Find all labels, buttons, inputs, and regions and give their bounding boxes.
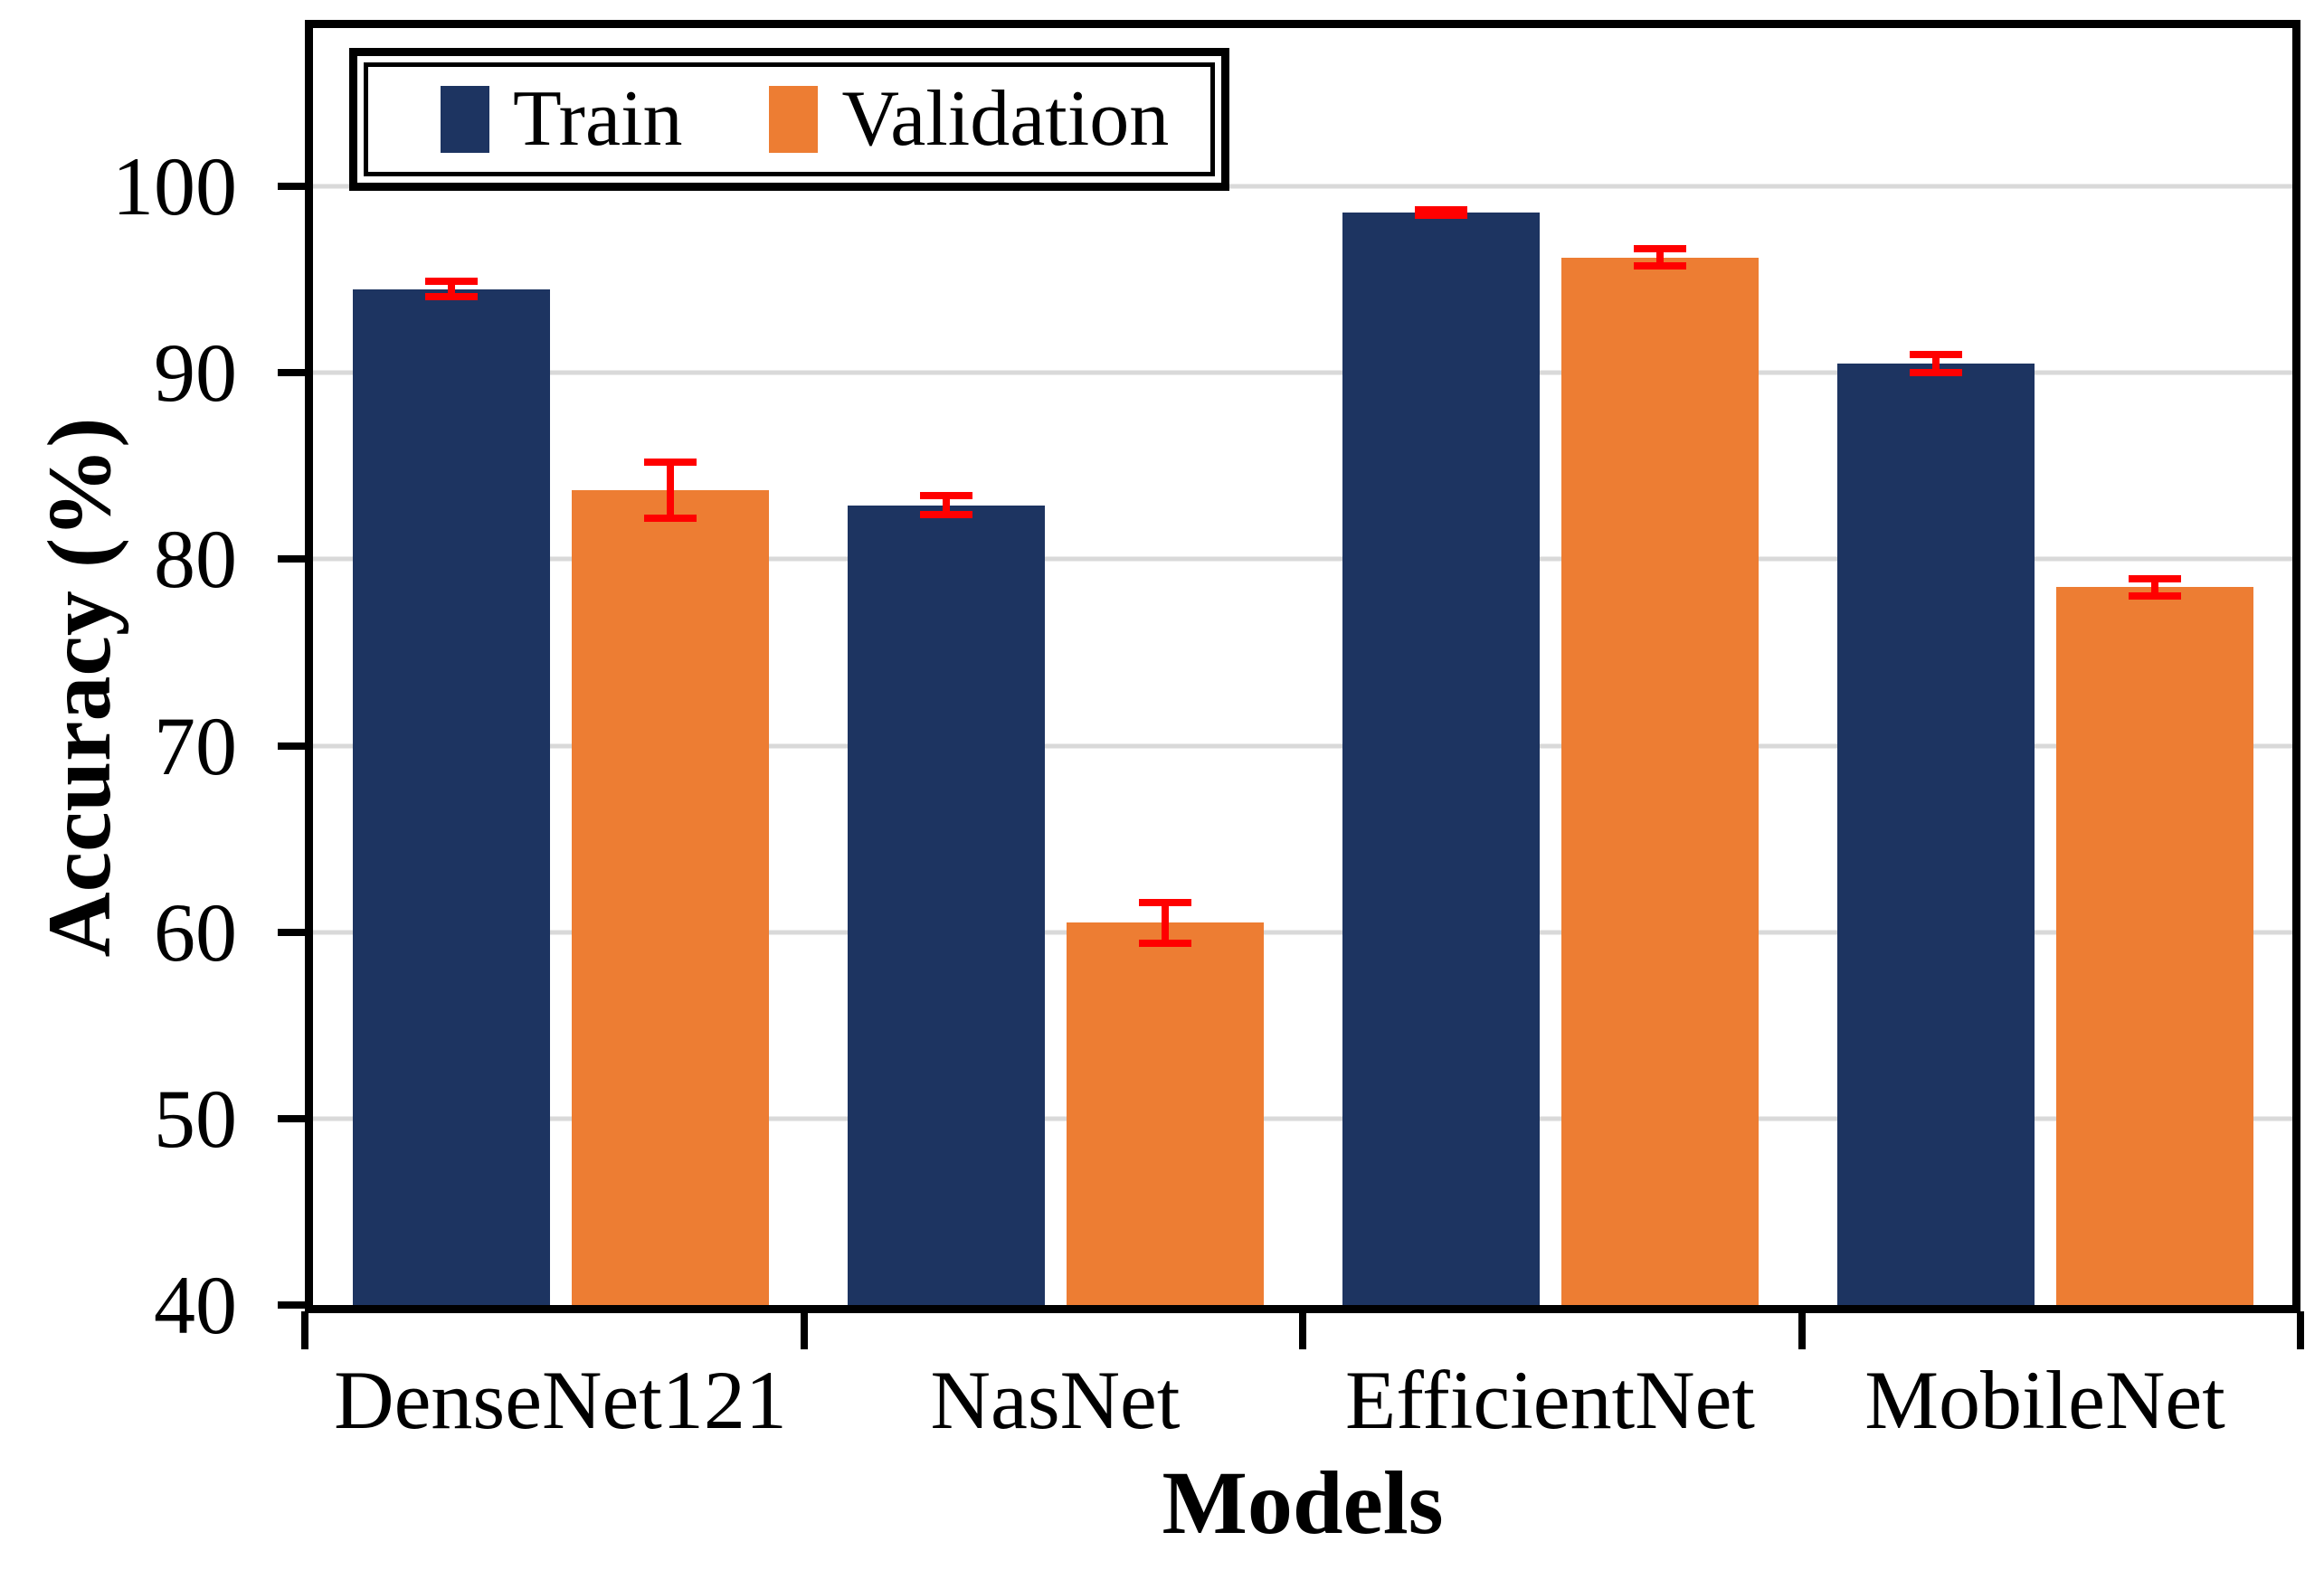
- y-tick-labels: 40 50 60 70 80 90 100: [0, 28, 237, 1347]
- legend-label-validation: Validation: [841, 75, 1170, 163]
- gridline-80: [313, 556, 2292, 562]
- error-bar-train-mobilenet: [1909, 350, 1962, 376]
- error-bar-validation-densenet121: [643, 459, 697, 522]
- error-bar-train-densenet121: [424, 278, 478, 301]
- legend-inner: Train Validation: [364, 62, 1216, 176]
- bar-validation-efficientnet: [1560, 257, 1759, 1305]
- y-tick-70: [278, 742, 305, 750]
- x-category-label-densenet121: DenseNet121: [334, 1354, 787, 1446]
- bar-train-nasnet: [847, 505, 1045, 1305]
- error-bar-stem-train-efficientnet: [1437, 209, 1445, 216]
- gridline-100: [313, 184, 2292, 189]
- error-bar-stem-validation-mobilenet: [2150, 579, 2158, 596]
- error-bar-train-nasnet: [919, 492, 972, 518]
- gridline-60: [313, 930, 2292, 935]
- error-bar-train-efficientnet: [1414, 205, 1467, 220]
- bar-train-efficientnet: [1342, 213, 1540, 1305]
- x-tick-1: [800, 1311, 808, 1349]
- gridline-50: [313, 1116, 2292, 1121]
- y-tick-label-90: 90: [154, 326, 237, 420]
- bar-validation-nasnet: [1066, 922, 1264, 1305]
- x-axis-ticks: [301, 1311, 2304, 1351]
- y-tick-60: [278, 928, 305, 936]
- error-bar-validation-mobilenet: [2128, 575, 2181, 600]
- y-tick-label-60: 60: [154, 885, 237, 979]
- error-bar-stem-train-densenet121: [447, 281, 455, 297]
- x-category-label-efficientnet: EfficientNet: [1345, 1354, 1755, 1446]
- y-tick-label-80: 80: [154, 513, 237, 606]
- y-tick-40: [278, 1301, 305, 1309]
- y-tick-50: [278, 1114, 305, 1122]
- bar-layer: [313, 28, 2292, 1305]
- x-axis-title: Models: [1162, 1452, 1444, 1553]
- error-bar-stem-train-nasnet: [942, 496, 950, 515]
- y-tick-label-50: 50: [154, 1072, 237, 1165]
- gridline-70: [313, 743, 2292, 749]
- y-tick-90: [278, 369, 305, 377]
- x-category-labels: DenseNet121 NasNet EfficientNet MobileNet: [313, 1354, 2292, 1454]
- legend-item-train: Train: [441, 80, 682, 159]
- y-tick-80: [278, 555, 305, 563]
- x-category-label-nasnet: NasNet: [930, 1354, 1181, 1446]
- gridline-layer: [313, 28, 2292, 1305]
- x-tick-2: [1299, 1311, 1306, 1349]
- error-bar-stem-validation-efficientnet: [1655, 249, 1664, 266]
- error-bar-stem-train-mobilenet: [1931, 354, 1940, 374]
- plot-area: Train Validation: [305, 20, 2300, 1313]
- error-bar-validation-nasnet: [1138, 898, 1191, 948]
- y-tick-label-40: 40: [154, 1259, 237, 1351]
- bar-validation-mobilenet: [2055, 587, 2253, 1305]
- bar-train-mobilenet: [1836, 364, 2035, 1305]
- error-bar-validation-efficientnet: [1633, 245, 1686, 270]
- legend: Train Validation: [349, 48, 1230, 191]
- x-category-label-mobilenet: MobileNet: [1864, 1354, 2225, 1446]
- y-tick-100: [278, 183, 305, 191]
- y-tick-label-70: 70: [154, 699, 237, 792]
- error-bar-stem-validation-densenet121: [666, 462, 674, 519]
- x-tick-0: [301, 1311, 308, 1349]
- y-axis-ticks: [278, 28, 305, 1309]
- y-tick-label-100: 100: [112, 140, 237, 233]
- error-bar-stem-validation-nasnet: [1161, 902, 1169, 944]
- legend-swatch-validation: [769, 86, 819, 153]
- x-tick-3: [1798, 1311, 1806, 1349]
- legend-swatch-train: [441, 86, 489, 153]
- legend-label-train: Train: [513, 75, 683, 163]
- x-tick-4: [2297, 1311, 2304, 1349]
- bar-validation-densenet121: [571, 490, 769, 1305]
- gridline-90: [313, 370, 2292, 375]
- legend-item-validation: Validation: [769, 80, 1169, 159]
- bar-train-densenet121: [352, 288, 550, 1305]
